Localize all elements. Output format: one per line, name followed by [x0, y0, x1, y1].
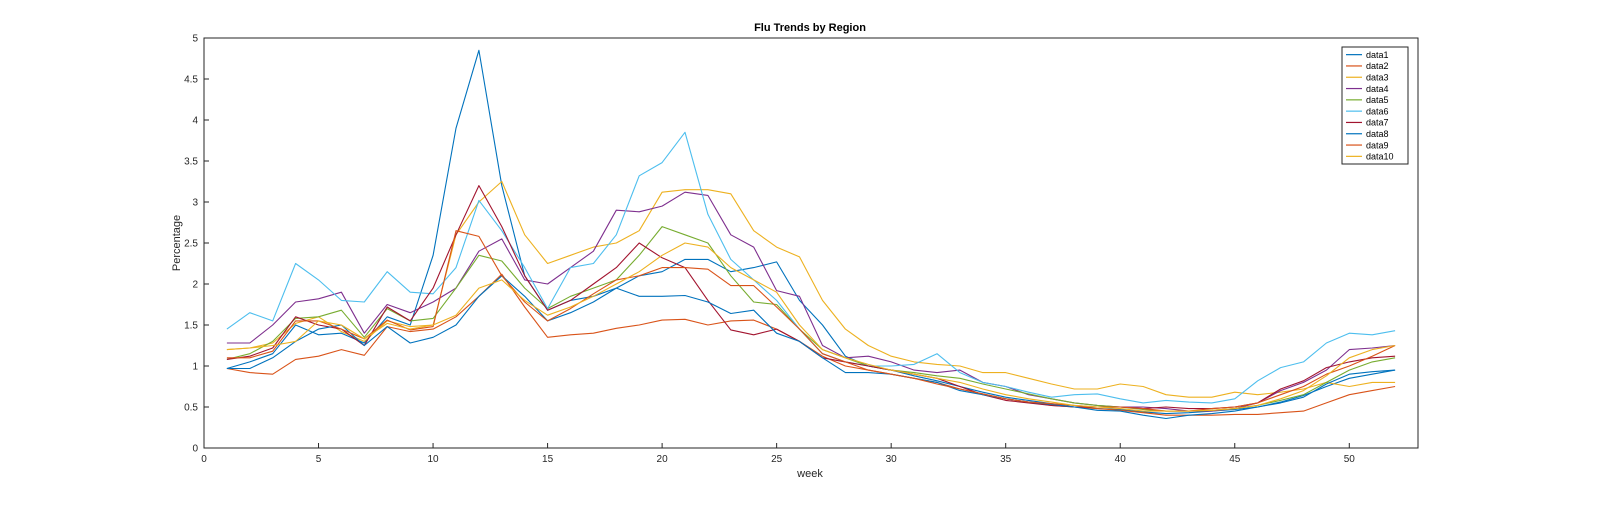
y-tick-label: 4 [192, 116, 198, 127]
y-tick-label: 4.5 [184, 75, 198, 86]
x-tick-label: 5 [316, 454, 322, 465]
chart-title: Flu Trends by Region [754, 22, 866, 34]
legend-label: data9 [1366, 140, 1389, 150]
plot-area [204, 38, 1418, 448]
series-line-data10 [226, 242, 1396, 412]
legend-label: data5 [1366, 95, 1389, 105]
legend-label: data6 [1366, 106, 1389, 116]
legend-item-data10[interactable]: data10 [1346, 152, 1394, 162]
x-tick-label: 35 [1000, 454, 1012, 465]
legend-label: data8 [1366, 129, 1389, 139]
x-tick-label: 0 [201, 454, 207, 465]
y-tick-label: 5 [192, 34, 198, 45]
legend-item-data2[interactable]: data2 [1346, 61, 1389, 71]
legend-item-data8[interactable]: data8 [1346, 129, 1389, 139]
y-tick-label: 3 [192, 198, 198, 209]
x-tick-label: 25 [771, 454, 783, 465]
legend-label: data7 [1366, 118, 1389, 128]
x-tick-label: 10 [427, 454, 439, 465]
y-axis: 0 0.5 1 1.5 2 2.5 3 3.5 4 4.5 5 [184, 34, 209, 455]
legend-item-data6[interactable]: data6 [1346, 106, 1389, 116]
x-tick-label: 20 [657, 454, 669, 465]
series-line-data1 [226, 49, 1396, 415]
series-line-data2 [226, 273, 1396, 416]
x-axis: 0 5 10 15 20 25 30 35 40 45 50 [201, 443, 1355, 465]
plot-frame [203, 37, 1419, 449]
x-tick-label: 50 [1344, 454, 1356, 465]
y-tick-label: 0.5 [184, 403, 198, 414]
x-tick-label: 45 [1229, 454, 1241, 465]
series-line-data8 [226, 275, 1396, 420]
y-axis-label: Percentage [171, 215, 183, 271]
legend-label: data2 [1366, 61, 1389, 71]
x-axis-label: week [796, 468, 823, 480]
y-tick-label: 0 [192, 444, 198, 455]
series-line-data9 [226, 230, 1396, 412]
legend-item-data4[interactable]: data4 [1346, 84, 1389, 94]
legend-label: data10 [1366, 152, 1394, 162]
legend-label: data4 [1366, 84, 1389, 94]
y-tick-label: 1 [192, 362, 198, 373]
y-tick-label: 2.5 [184, 239, 198, 250]
legend-item-data5[interactable]: data5 [1346, 95, 1389, 105]
legend-label: data1 [1366, 50, 1389, 60]
x-tick-label: 30 [886, 454, 898, 465]
y-tick-label: 1.5 [184, 321, 198, 332]
legend-item-data1[interactable]: data1 [1346, 50, 1389, 60]
y-tick-label: 3.5 [184, 157, 198, 168]
y-tick-label: 2 [192, 280, 198, 291]
legend-item-data3[interactable]: data3 [1346, 72, 1389, 82]
legend-item-data7[interactable]: data7 [1346, 118, 1389, 128]
plot-axes: 0 5 10 15 20 25 30 35 40 45 50 0 0.5 1 1.5 2 2.5 3 3.5 4 4.… [184, 34, 1419, 465]
legend-item-data9[interactable]: data9 [1346, 140, 1389, 150]
plot-lines [226, 49, 1396, 420]
x-tick-label: 40 [1115, 454, 1127, 465]
legend-label: data3 [1366, 72, 1389, 82]
series-line-data3 [226, 180, 1396, 398]
x-tick-label: 15 [542, 454, 554, 465]
